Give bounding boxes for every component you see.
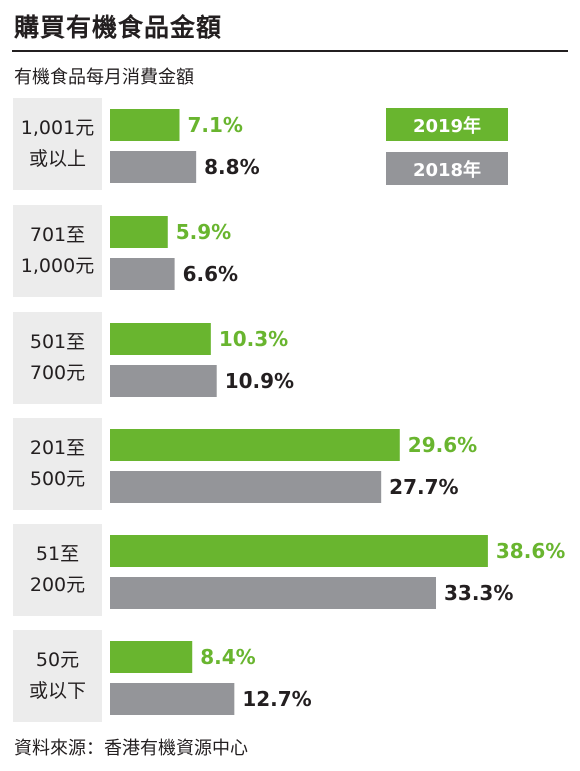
- bar-2018: [110, 365, 217, 397]
- bar-2019: [110, 535, 488, 567]
- bar-value-label-2018: 6.6%: [183, 262, 238, 286]
- bar-2018: [110, 151, 197, 183]
- category-label: 51至 200元: [29, 543, 86, 596]
- bar-value-label-2019: 29.6%: [408, 433, 477, 457]
- legend-label-2019: 2019年: [412, 115, 482, 137]
- chart-subtitle: 有機食品每月消費金額: [14, 67, 194, 88]
- bar-2019: [110, 109, 180, 141]
- bar-value-label-2018: 8.8%: [204, 155, 259, 179]
- category-box: 501至 700元: [13, 312, 102, 404]
- bar-2019: [110, 641, 193, 673]
- bar-2018: [110, 471, 382, 503]
- bar-value-label-2018: 33.3%: [444, 581, 513, 605]
- bar-2018: [110, 683, 235, 715]
- bar-2019: [110, 216, 168, 248]
- category-label: 50元 或以下: [28, 649, 86, 702]
- bar-value-label-2018: 10.9%: [225, 369, 294, 393]
- bar-value-label-2019: 8.4%: [200, 645, 255, 669]
- bar-2018: [110, 577, 437, 609]
- bar-value-label-2019: 38.6%: [496, 539, 565, 563]
- category-label: 701至 1,000元: [20, 224, 95, 277]
- bar-value-label-2019: 7.1%: [188, 113, 243, 137]
- bar-value-label-2019: 10.3%: [219, 327, 288, 351]
- category-box: 701至 1,000元: [13, 205, 102, 297]
- legend-label-2018: 2018年: [412, 159, 482, 181]
- legend-2018: 2018年: [386, 152, 508, 185]
- bar-value-label-2018: 27.7%: [389, 475, 458, 499]
- category-label: 201至 500元: [29, 437, 86, 490]
- category-box: 1,001元 或以上: [13, 98, 102, 190]
- category-box: 51至 200元: [13, 524, 102, 616]
- bar-value-label-2018: 12.7%: [242, 687, 311, 711]
- category-label: 1,001元 或以上: [20, 117, 95, 170]
- bar-2019: [110, 323, 211, 355]
- category-box: 201至 500元: [13, 418, 102, 510]
- bar-value-label-2019: 5.9%: [176, 220, 231, 244]
- chart-title: 購買有機食品金額: [14, 13, 223, 42]
- legend-2019: 2019年: [386, 108, 508, 141]
- source-note: 資料來源：香港有機資源中心: [14, 738, 248, 759]
- bar-2018: [110, 258, 175, 290]
- title-divider: [12, 50, 568, 52]
- category-box: 50元 或以下: [13, 630, 102, 722]
- category-label: 501至 700元: [29, 331, 86, 384]
- bar-2019: [110, 429, 400, 461]
